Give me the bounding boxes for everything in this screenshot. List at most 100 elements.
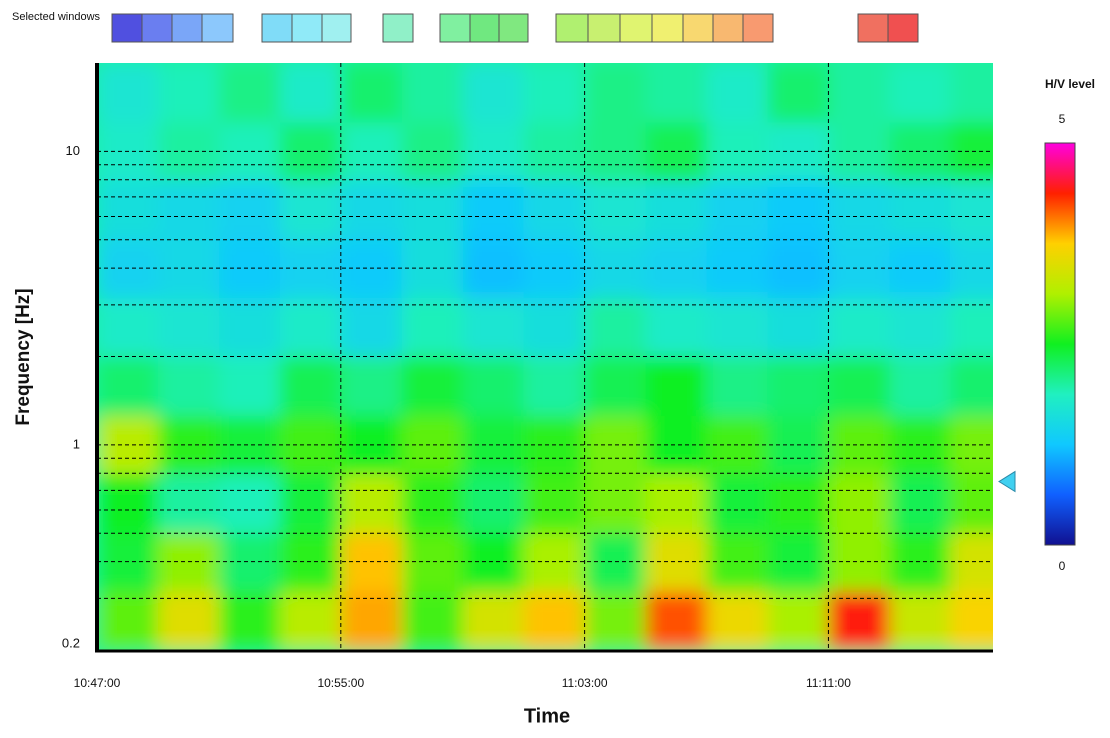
heatmap-cell: [462, 532, 525, 592]
heatmap-cell: [828, 532, 890, 592]
heatmap-cell: [97, 473, 159, 534]
heatmap-cell: [401, 532, 464, 592]
heatmap-cell: [462, 591, 525, 650]
heatmap-cell: [97, 591, 159, 650]
heatmap-cell: [279, 239, 342, 299]
heatmap-cell: [340, 297, 403, 357]
heatmap-cell: [340, 473, 403, 534]
heatmap-cell: [828, 297, 890, 357]
heatmap-cell: [340, 356, 403, 416]
heatmap-cell: [889, 63, 951, 123]
heatmap-cell: [767, 473, 829, 534]
heatmap-cell: [950, 180, 993, 240]
heatmap-cell: [401, 121, 464, 181]
heatmap-cell: [401, 473, 464, 534]
heatmap-cell: [218, 591, 281, 650]
heatmap-cell: [157, 356, 220, 416]
heatmap-cell: [218, 532, 281, 592]
heatmap-cell: [645, 121, 708, 181]
heatmap-cell: [97, 180, 159, 240]
heatmap-cell: [97, 239, 159, 299]
x-tick-label: 11:03:00: [562, 676, 608, 690]
heatmap-cell: [340, 532, 403, 592]
heatmap-cell: [279, 473, 342, 534]
heatmap-cell: [523, 297, 586, 357]
heatmap-cell: [340, 591, 403, 650]
heatmap-cell: [645, 180, 708, 240]
heatmap-cell: [401, 591, 464, 650]
x-tick-label: 10:55:00: [317, 676, 364, 690]
heatmap-cell: [950, 63, 993, 123]
y-tick-label: 1: [73, 436, 80, 451]
colorbar: [1044, 142, 1076, 546]
heatmap-cell: [97, 297, 159, 357]
heatmap-cell: [157, 239, 220, 299]
heatmap-cell: [279, 532, 342, 592]
heatmap-cell: [523, 356, 586, 416]
heatmap-cell: [828, 180, 890, 240]
heatmap-cell: [706, 532, 768, 592]
heatmap-cell: [462, 297, 525, 357]
heatmap-cell: [950, 356, 993, 416]
heatmap-cell: [950, 532, 993, 592]
heatmap-cell: [401, 63, 464, 123]
heatmap-cell: [523, 591, 586, 650]
heatmap-cell: [889, 180, 951, 240]
heatmap-cell: [584, 532, 647, 592]
heatmap-cell: [462, 239, 525, 299]
heatmap-cell: [767, 180, 829, 240]
heatmap-cell: [157, 63, 220, 123]
heatmap-cell: [218, 63, 281, 123]
heatmap-cell: [279, 63, 342, 123]
heatmap-cell: [889, 239, 951, 299]
heatmap-cell: [645, 297, 708, 357]
colorbar-tick-label: 0: [1059, 559, 1066, 573]
heatmap-cell: [584, 356, 647, 416]
heatmap-cell: [218, 356, 281, 416]
heatmap-cell: [157, 532, 220, 592]
heatmap-cell: [828, 415, 890, 475]
heatmap-cell: [645, 63, 708, 123]
heatmap-cell: [218, 180, 281, 240]
heatmap-cell: [767, 297, 829, 357]
heatmap-cell: [584, 473, 647, 534]
heatmap-cell: [767, 63, 829, 123]
y-tick-label: 10: [66, 143, 80, 158]
heatmap-cell: [584, 297, 647, 357]
heatmap-cell: [706, 297, 768, 357]
heatmap-cell: [462, 63, 525, 123]
heatmap-cell: [279, 591, 342, 650]
heatmap-cell: [97, 63, 159, 123]
heatmap-cell: [340, 63, 403, 123]
heatmap-cell: [218, 297, 281, 357]
heatmap-cell: [950, 415, 993, 475]
heatmap-cell: [950, 591, 993, 650]
heatmap-cell: [279, 180, 342, 240]
heatmap-cell: [706, 63, 768, 123]
window-label: Selected windows: [12, 11, 101, 23]
heatmap-cell: [401, 297, 464, 357]
selected-windows: [111, 13, 919, 43]
heatmap-cell: [645, 532, 708, 592]
heatmap-cell: [157, 297, 220, 357]
heatmap-cell: [706, 591, 768, 650]
heatmap-cell: [645, 591, 708, 650]
heatmap-cell: [828, 591, 890, 650]
heatmap-cell: [218, 121, 281, 181]
heatmap-cell: [950, 121, 993, 181]
heatmap-cell: [767, 356, 829, 416]
grid: [97, 63, 993, 650]
x-tick-label: 11:11:00: [806, 676, 851, 690]
heatmap-cell: [279, 297, 342, 357]
x-tick-label: 10:47:00: [74, 676, 121, 690]
heatmap-cell: [828, 63, 890, 123]
heatmap-cell: [97, 356, 159, 416]
y-axis-title: Frequency [Hz]: [13, 288, 34, 425]
heatmap-cell: [828, 239, 890, 299]
heatmap-cell: [218, 473, 281, 534]
heatmap-cell: [889, 356, 951, 416]
heatmap-cell: [462, 356, 525, 416]
heatmap-cell: [523, 239, 586, 299]
heatmap-cell: [157, 591, 220, 650]
heatmap-cell: [645, 356, 708, 416]
